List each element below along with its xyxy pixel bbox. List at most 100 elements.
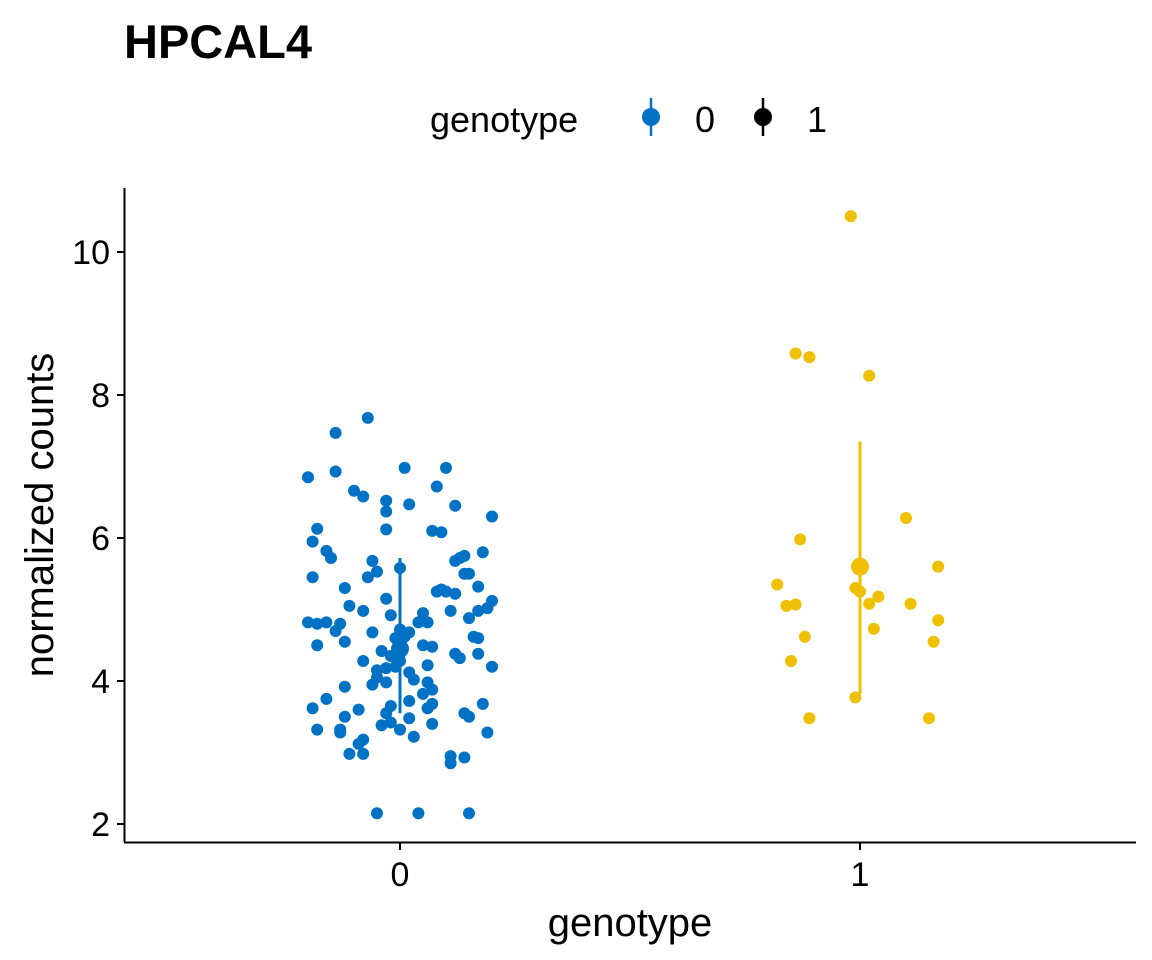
- x-tick-label-1: 1: [851, 856, 870, 894]
- data-point-genotype-0-37: [449, 587, 462, 600]
- data-point-genotype-0-115: [458, 751, 471, 764]
- data-point-genotype-1-13: [780, 599, 793, 612]
- data-point-genotype-0-20: [476, 546, 489, 559]
- data-point-genotype-0-2: [302, 471, 314, 484]
- data-point-genotype-0-31: [463, 567, 475, 580]
- data-point-genotype-0-40: [343, 599, 356, 612]
- data-point-genotype-1-2: [803, 351, 816, 364]
- data-point-genotype-1-18: [927, 635, 940, 648]
- y-axis-label: normalized counts: [18, 353, 62, 678]
- data-point-genotype-0-85: [338, 680, 351, 693]
- data-point-genotype-0-10: [403, 498, 416, 511]
- data-point-genotype-0-0: [361, 411, 374, 424]
- legend-label-1: 1: [807, 99, 827, 140]
- data-point-genotype-0-23: [458, 549, 471, 562]
- data-point-genotype-0-15: [380, 523, 393, 536]
- data-point-genotype-0-3: [398, 461, 411, 474]
- data-point-genotype-0-48: [412, 616, 425, 629]
- data-point-genotype-1-14: [789, 598, 802, 611]
- data-point-genotype-0-45: [417, 607, 429, 620]
- data-point-genotype-0-50: [302, 616, 314, 629]
- data-point-genotype-1-4: [900, 512, 912, 524]
- data-point-genotype-1-0: [844, 210, 857, 223]
- data-point-genotype-0-96: [380, 707, 393, 720]
- data-point-genotype-0-17: [435, 526, 448, 539]
- data-point-genotype-0-74: [389, 660, 402, 673]
- data-point-genotype-0-6: [430, 480, 443, 493]
- data-point-genotype-0-117: [371, 807, 383, 820]
- data-point-genotype-0-84: [366, 678, 379, 691]
- data-point-genotype-0-7: [348, 484, 360, 497]
- data-point-genotype-0-8: [357, 490, 370, 503]
- data-point-genotype-0-55: [329, 625, 342, 637]
- data-point-genotype-0-18: [306, 535, 319, 548]
- data-point-genotype-0-51: [311, 617, 324, 630]
- data-point-genotype-1-22: [923, 712, 935, 725]
- legend: genotype 0 1: [430, 98, 827, 140]
- data-point-genotype-0-103: [384, 716, 397, 729]
- data-point-genotype-0-73: [357, 655, 370, 667]
- x-tick-label-0: 0: [391, 856, 410, 894]
- data-point-genotype-0-106: [394, 723, 406, 736]
- data-point-genotype-0-42: [357, 604, 370, 617]
- data-point-genotype-0-95: [352, 703, 365, 716]
- data-point-genotype-0-21: [325, 552, 337, 564]
- data-point-genotype-1-6: [932, 560, 945, 573]
- data-point-genotype-0-38: [380, 592, 393, 605]
- data-point-genotype-0-107: [481, 726, 494, 739]
- data-point-genotype-0-13: [486, 510, 498, 523]
- data-point-genotype-0-91: [421, 702, 434, 715]
- data-point-genotype-1-7: [771, 578, 784, 591]
- plot-points: [302, 210, 945, 820]
- data-point-genotype-0-27: [371, 565, 383, 578]
- data-point-genotype-1-17: [798, 630, 811, 643]
- data-point-genotype-0-100: [403, 712, 416, 725]
- data-point-genotype-0-44: [472, 604, 485, 617]
- data-point-genotype-0-88: [320, 692, 333, 705]
- data-point-genotype-0-75: [421, 659, 434, 672]
- y-tick-label-2: 2: [91, 806, 110, 844]
- data-point-genotype-0-82: [380, 676, 393, 689]
- data-point-genotype-1-12: [904, 597, 917, 610]
- y-tick-label-4: 4: [91, 663, 110, 701]
- y-tick-label-6: 6: [91, 520, 110, 558]
- data-point-genotype-1-15: [932, 614, 945, 627]
- data-point-genotype-0-11: [449, 499, 462, 512]
- data-point-genotype-0-92: [306, 702, 319, 715]
- data-point-genotype-0-52: [320, 616, 333, 629]
- data-point-genotype-0-9: [380, 494, 393, 507]
- data-point-genotype-0-46: [384, 609, 397, 622]
- data-point-genotype-0-102: [375, 719, 388, 732]
- data-point-genotype-0-62: [338, 635, 351, 648]
- data-point-genotype-0-109: [407, 730, 420, 743]
- data-point-genotype-0-58: [398, 630, 411, 643]
- mean-point-genotype-0: [391, 639, 409, 658]
- data-point-genotype-0-57: [366, 626, 379, 639]
- y-tick-label-10: 10: [72, 234, 110, 272]
- data-point-genotype-0-64: [417, 639, 429, 652]
- chart-title: HPCAL4: [124, 15, 312, 68]
- data-point-genotype-0-99: [463, 710, 475, 723]
- data-point-genotype-0-104: [311, 723, 324, 736]
- legend-key-0: [642, 98, 660, 136]
- data-point-genotype-0-66: [375, 645, 388, 657]
- data-point-genotype-0-61: [472, 632, 485, 645]
- data-point-genotype-0-29: [306, 571, 319, 584]
- data-point-genotype-0-81: [407, 673, 420, 686]
- data-point-genotype-0-1: [329, 426, 342, 439]
- data-point-genotype-0-32: [338, 582, 351, 594]
- data-point-genotype-0-47: [463, 612, 475, 625]
- data-point-genotype-1-16: [867, 622, 880, 635]
- data-point-genotype-0-118: [412, 807, 425, 820]
- data-point-genotype-0-25: [366, 554, 379, 567]
- data-point-genotype-0-36: [440, 585, 452, 598]
- data-point-genotype-0-76: [486, 660, 498, 673]
- data-point-genotype-0-14: [311, 522, 324, 535]
- data-point-genotype-0-33: [472, 580, 485, 593]
- legend-title: genotype: [430, 99, 578, 140]
- data-point-genotype-0-49: [421, 616, 434, 629]
- data-point-genotype-0-108: [334, 726, 347, 739]
- data-point-genotype-0-65: [426, 640, 439, 653]
